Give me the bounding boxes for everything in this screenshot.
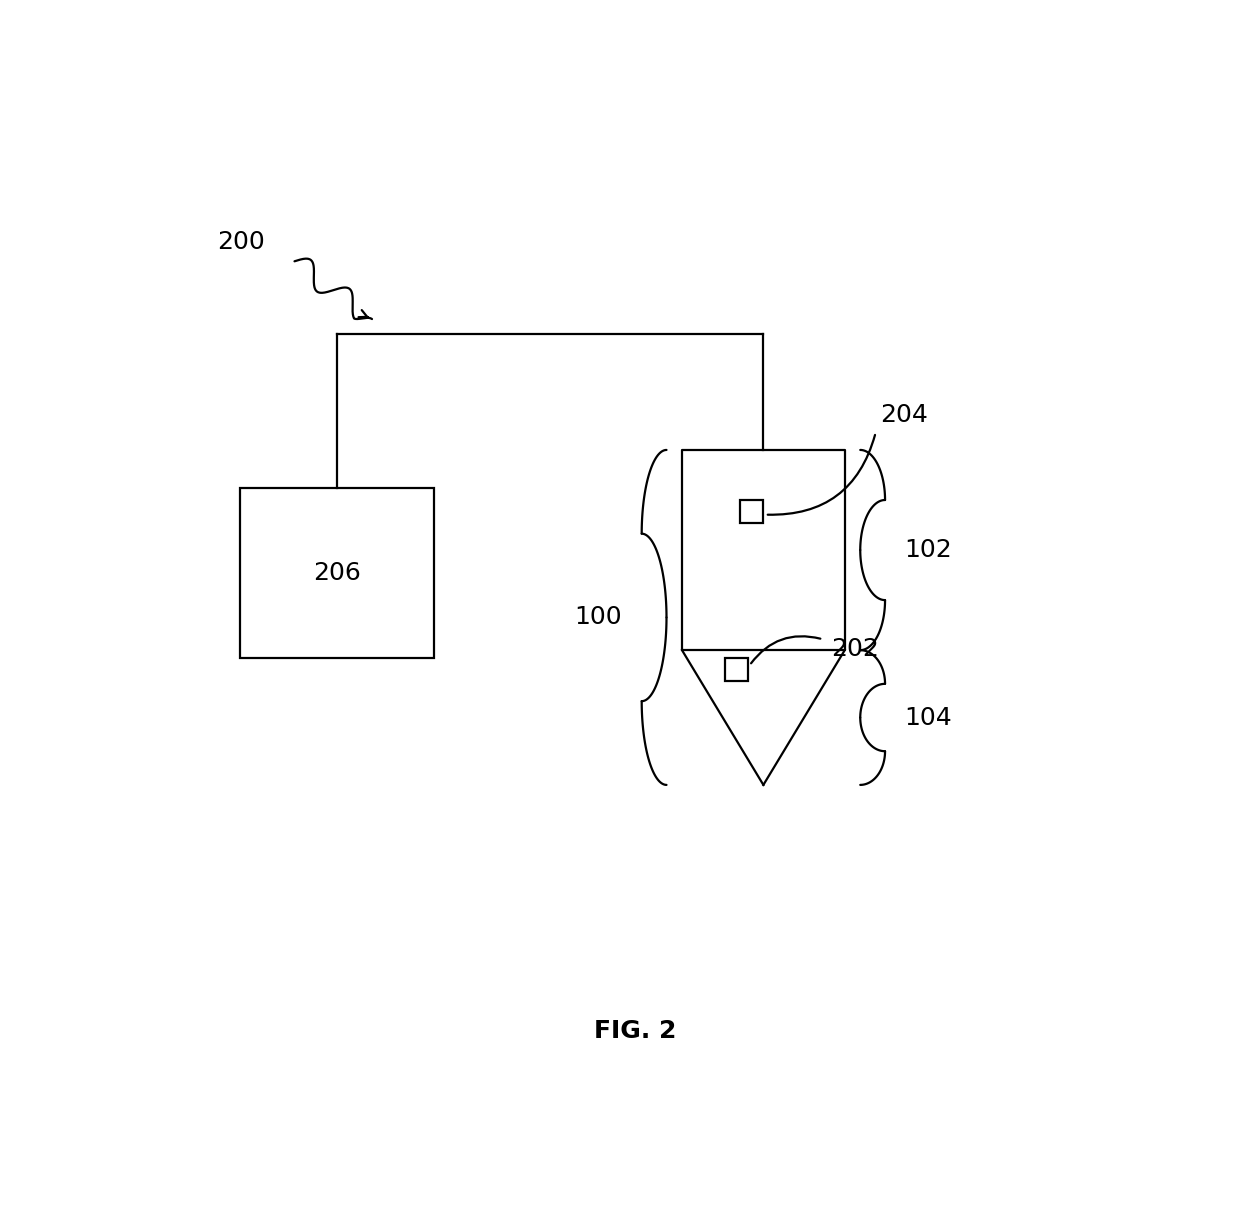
Bar [740,501,764,524]
Bar [241,488,434,657]
Text: 206: 206 [314,561,361,586]
Text: 104: 104 [904,706,952,729]
Text: 204: 204 [879,403,928,428]
Text: FIG. 2: FIG. 2 [594,1019,677,1044]
Text: 102: 102 [904,538,952,563]
Text: 202: 202 [831,637,879,661]
Bar [724,657,748,680]
Text: 100: 100 [574,605,622,629]
Text: 200: 200 [217,230,265,254]
